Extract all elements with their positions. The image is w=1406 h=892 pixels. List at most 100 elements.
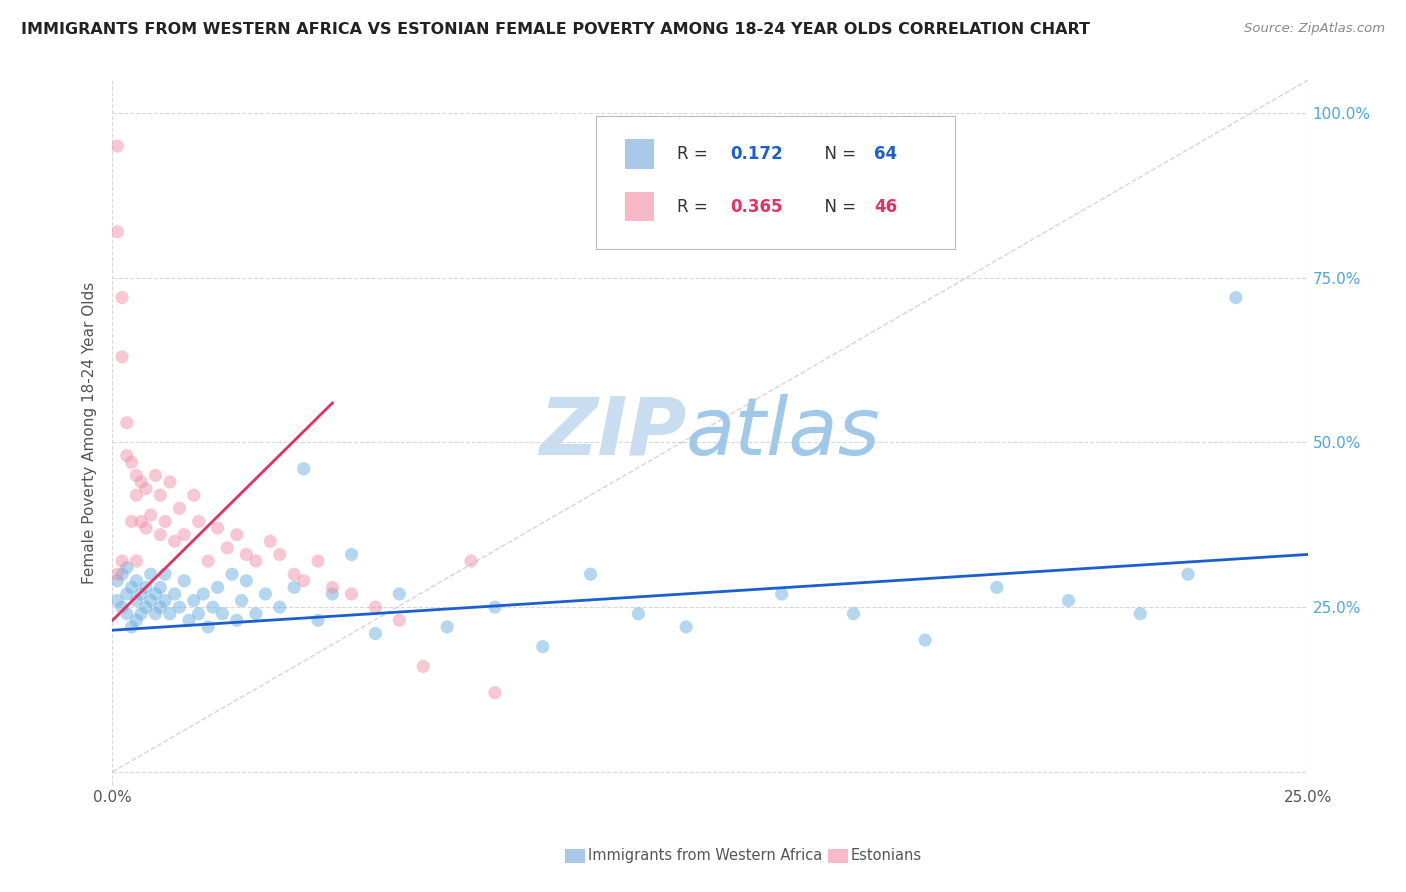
Text: Estonians: Estonians [851, 848, 922, 863]
Point [235, 574, 257, 588]
Point [121, 515, 143, 529]
Point [121, 455, 143, 469]
Point [125, 593, 148, 607]
Point [231, 593, 253, 607]
Text: 0.172: 0.172 [730, 145, 783, 163]
Point [201, 600, 224, 615]
Point [531, 640, 554, 654]
Text: R =: R = [676, 198, 713, 216]
Point [111, 554, 134, 568]
Text: 0.365: 0.365 [730, 198, 783, 216]
Point [259, 534, 281, 549]
Point [145, 468, 167, 483]
Point [145, 587, 167, 601]
Point [135, 482, 157, 496]
Point [153, 593, 176, 607]
Text: R =: R = [676, 145, 713, 163]
Point [269, 600, 291, 615]
Point [105, 567, 128, 582]
Text: 64: 64 [873, 145, 897, 163]
Point [149, 600, 172, 615]
Point [105, 139, 128, 153]
Point [221, 567, 243, 582]
Point [115, 449, 138, 463]
Point [111, 350, 134, 364]
Point [115, 607, 138, 621]
Point [125, 613, 148, 627]
Point [129, 515, 152, 529]
Point [169, 501, 191, 516]
Point [129, 475, 152, 489]
Point [340, 587, 363, 601]
Point [153, 515, 176, 529]
Text: IMMIGRANTS FROM WESTERN AFRICA VS ESTONIAN FEMALE POVERTY AMONG 18-24 YEAR OLDS : IMMIGRANTS FROM WESTERN AFRICA VS ESTONI… [21, 22, 1090, 37]
Point [121, 620, 143, 634]
Point [207, 581, 229, 595]
Point [321, 587, 343, 601]
Point [484, 600, 506, 615]
Point [1177, 567, 1199, 582]
Point [292, 574, 315, 588]
Point [364, 600, 387, 615]
Point [197, 620, 219, 634]
Point [105, 593, 128, 607]
FancyBboxPatch shape [596, 116, 955, 250]
Point [187, 607, 209, 621]
Point [307, 613, 329, 627]
Point [193, 587, 215, 601]
Text: 46: 46 [873, 198, 897, 216]
Point [125, 574, 148, 588]
Point [412, 659, 434, 673]
Point [307, 554, 329, 568]
Point [125, 488, 148, 502]
Point [211, 607, 233, 621]
Point [183, 593, 205, 607]
Point [675, 620, 697, 634]
Point [111, 600, 134, 615]
Point [436, 620, 458, 634]
Point [225, 527, 247, 541]
Point [115, 416, 138, 430]
Text: atlas: atlas [686, 393, 882, 472]
Point [115, 560, 138, 574]
Point [579, 567, 602, 582]
Text: N =: N = [814, 198, 862, 216]
Point [388, 587, 411, 601]
Point [177, 613, 200, 627]
Point [105, 225, 128, 239]
Point [1129, 607, 1152, 621]
Point [1225, 291, 1247, 305]
Point [129, 587, 152, 601]
Point [460, 554, 482, 568]
Point [245, 554, 267, 568]
Point [153, 567, 176, 582]
Point [125, 468, 148, 483]
Point [163, 534, 186, 549]
Point [149, 527, 172, 541]
Point [914, 633, 936, 648]
Point [321, 581, 343, 595]
Point [111, 567, 134, 582]
Point [217, 541, 239, 555]
Point [139, 567, 162, 582]
Point [627, 607, 650, 621]
Point [173, 574, 195, 588]
Point [169, 600, 191, 615]
Point [207, 521, 229, 535]
Text: Source: ZipAtlas.com: Source: ZipAtlas.com [1244, 22, 1385, 36]
Point [159, 607, 181, 621]
Point [173, 527, 195, 541]
FancyBboxPatch shape [626, 192, 654, 221]
Point [254, 587, 277, 601]
Point [149, 488, 172, 502]
FancyBboxPatch shape [565, 849, 585, 863]
Point [235, 548, 257, 562]
Point [197, 554, 219, 568]
Point [135, 521, 157, 535]
Point [986, 581, 1008, 595]
Point [149, 581, 172, 595]
Point [125, 554, 148, 568]
Point [484, 686, 506, 700]
Point [129, 607, 152, 621]
Point [1057, 593, 1080, 607]
